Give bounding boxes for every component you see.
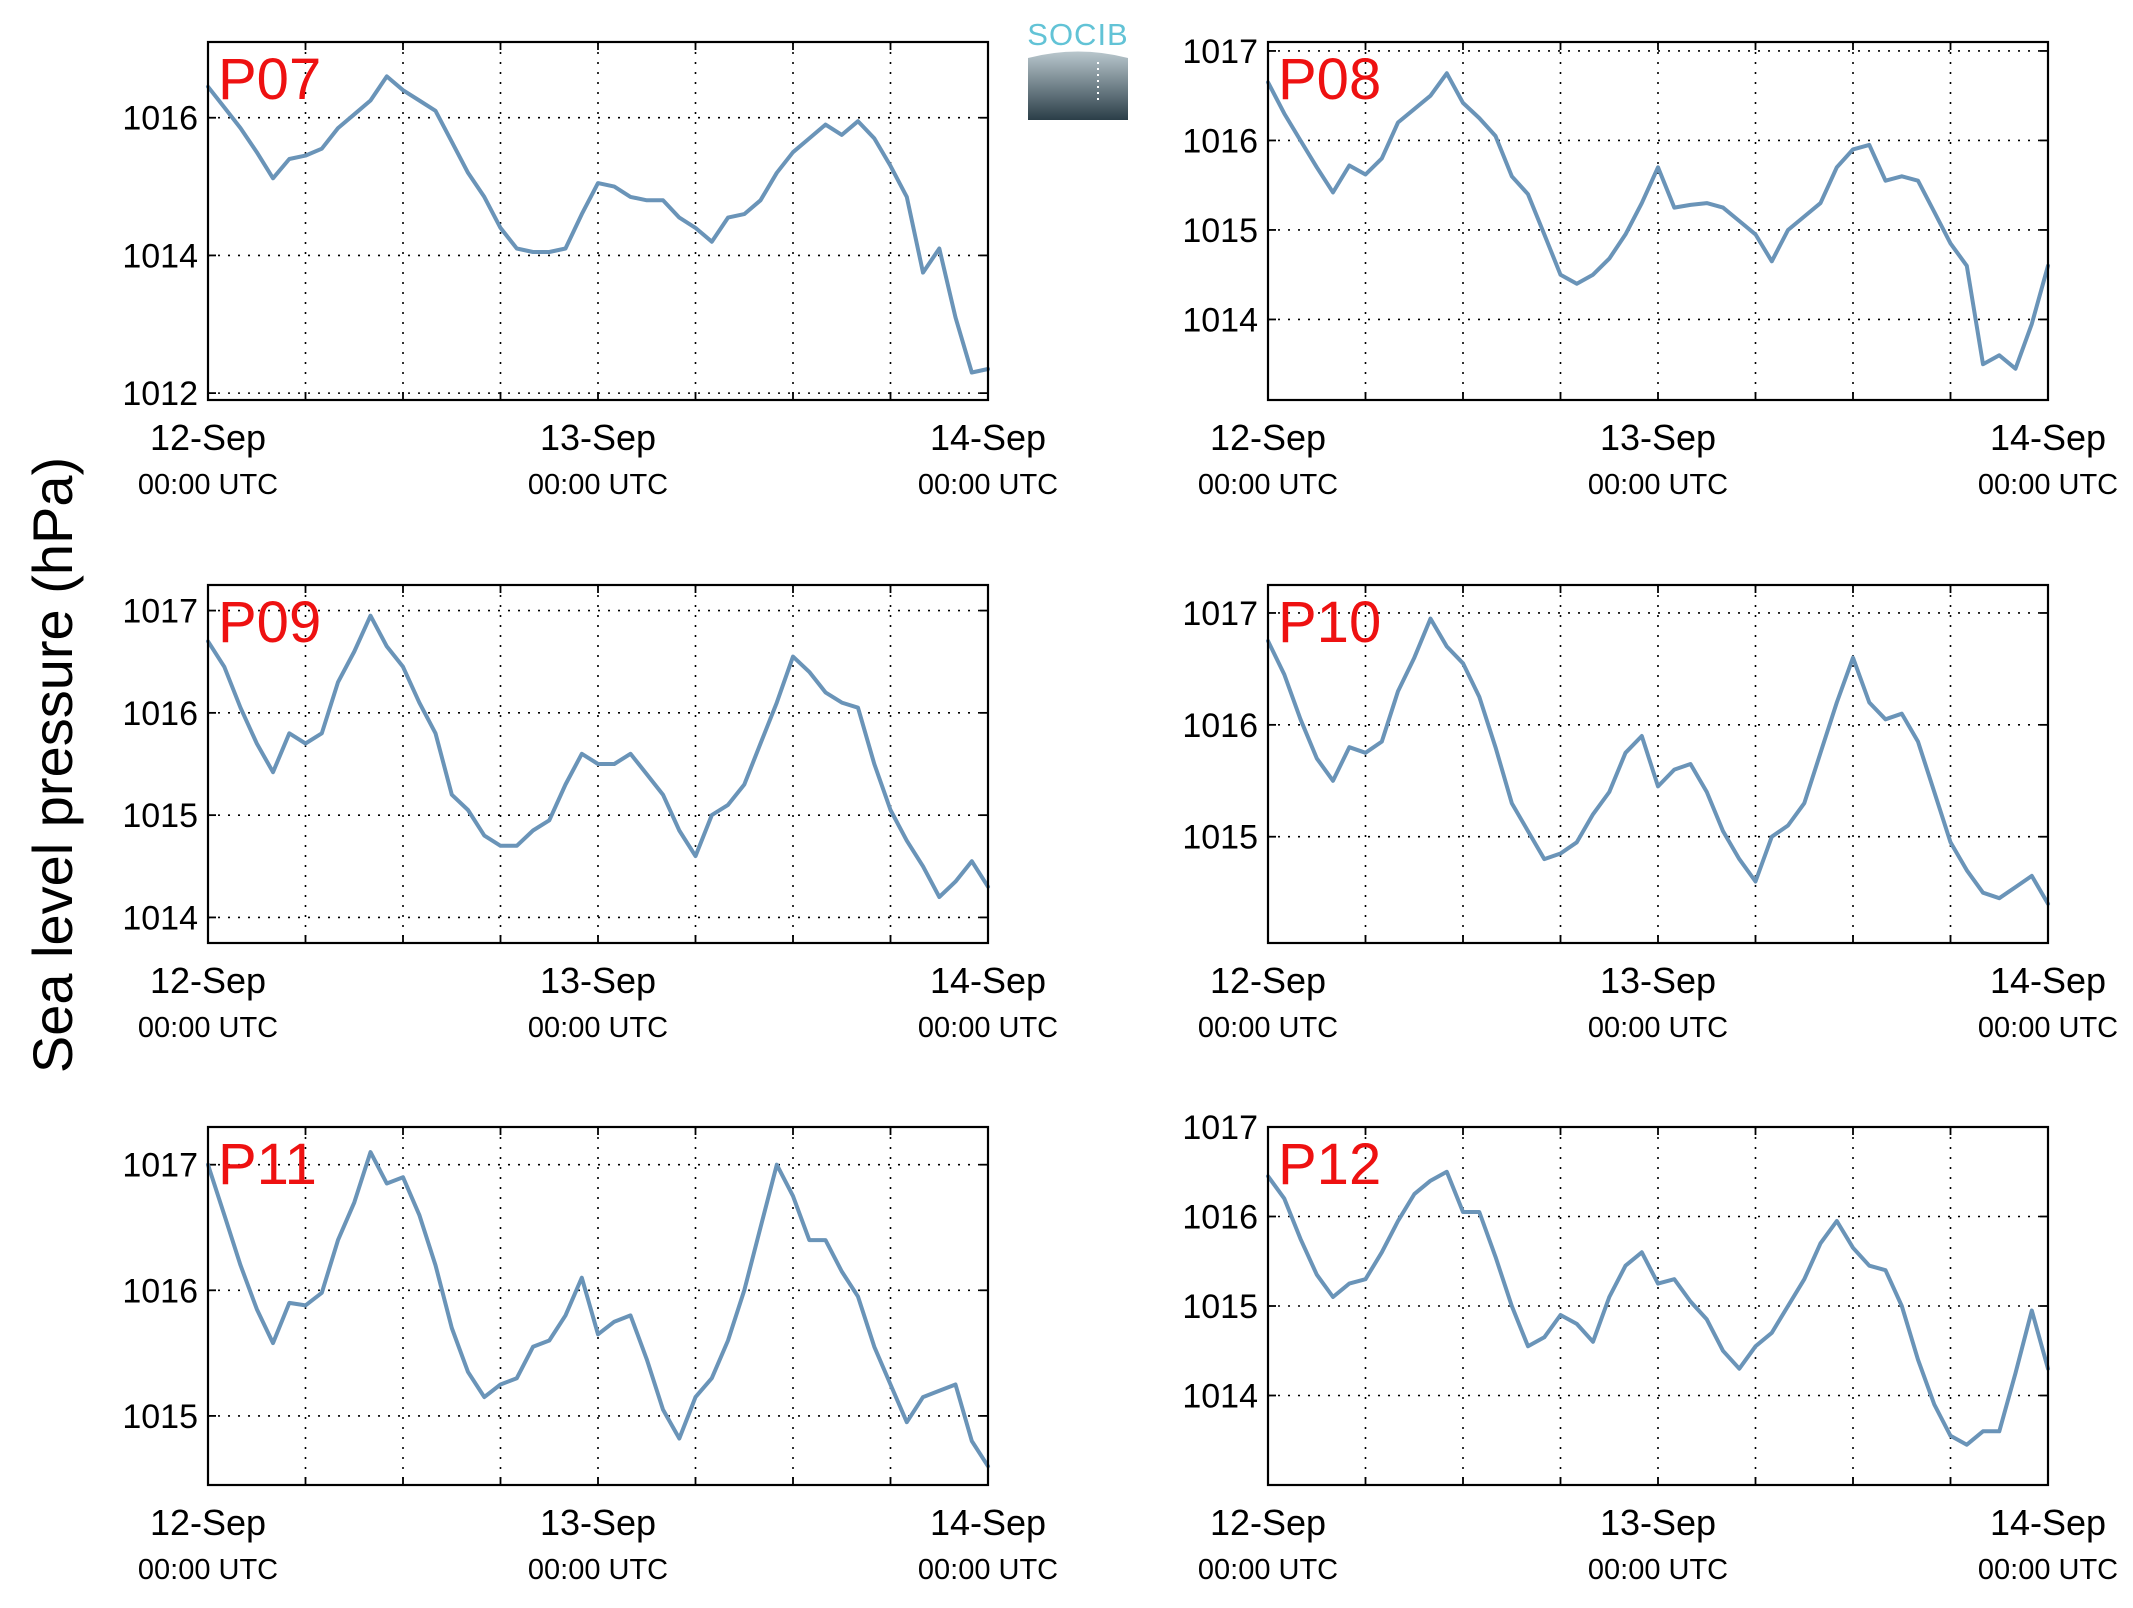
- x-tick-date-label: 12-Sep: [1210, 417, 1326, 458]
- pressure-series-line: [1266, 1169, 2050, 1447]
- x-tick-date-label: 14-Sep: [1990, 1502, 2106, 1543]
- panel-label: P11: [218, 1132, 317, 1197]
- x-tick-time-label: 00:00 UTC: [1588, 469, 1728, 501]
- x-tick-time-label: 00:00 UTC: [1198, 469, 1338, 501]
- x-tick-date-label: 14-Sep: [930, 960, 1046, 1001]
- panels: 1012 1014 1016 12-Sep 00:00 UTC 13-Sep 00:00 U…: [122, 33, 2118, 1586]
- x-tick-date-label: 14-Sep: [930, 1502, 1046, 1543]
- chart-panel-p12: 1014 1015 1016 1017 12-Sep 00:00 UTC 13-Sep 00:…: [1182, 1109, 2118, 1586]
- x-tick-time-label: 00:00 UTC: [1978, 1012, 2118, 1044]
- x-tick-date-label: 13-Sep: [540, 417, 656, 458]
- x-tick-date-label: 13-Sep: [1600, 417, 1716, 458]
- y-tick-label: 1015: [1182, 212, 1258, 250]
- y-tick-label: 1016: [122, 100, 198, 138]
- x-tick-date-label: 14-Sep: [930, 417, 1046, 458]
- y-tick-label: 1014: [122, 899, 198, 937]
- y-tick-label: 1015: [1182, 1288, 1258, 1326]
- y-tick-label: 1017: [1182, 1109, 1258, 1147]
- x-tick-date-label: 14-Sep: [1990, 960, 2106, 1001]
- panel-label: P09: [218, 590, 321, 655]
- x-tick-time-label: 00:00 UTC: [918, 1012, 1058, 1044]
- x-tick-time-label: 00:00 UTC: [1588, 1554, 1728, 1586]
- panel-label: P07: [218, 47, 321, 112]
- x-tick-time-label: 00:00 UTC: [1198, 1554, 1338, 1586]
- y-tick-label: 1017: [1182, 33, 1258, 71]
- x-tick-time-label: 00:00 UTC: [1978, 1554, 2118, 1586]
- y-tick-label: 1015: [122, 1398, 198, 1436]
- x-tick-time-label: 00:00 UTC: [138, 1554, 278, 1586]
- y-tick-label: 1016: [1182, 122, 1258, 160]
- plot-frame: [1266, 40, 2050, 402]
- y-tick-label: 1016: [1182, 1199, 1258, 1237]
- y-tick-label: 1017: [122, 593, 198, 631]
- panel-label: P12: [1278, 1132, 1381, 1197]
- y-tick-label: 1017: [1182, 595, 1258, 633]
- chart-panel-p11: 1015 1016 1017 12-Sep 00:00 UTC 13-Sep 00:00 U…: [122, 1125, 1058, 1586]
- x-tick-date-label: 13-Sep: [1600, 1502, 1716, 1543]
- x-tick-date-label: 13-Sep: [540, 1502, 656, 1543]
- x-tick-date-label: 12-Sep: [150, 1502, 266, 1543]
- chart-panel-p07: 1012 1014 1016 12-Sep 00:00 UTC 13-Sep 00:00 U…: [122, 40, 1058, 501]
- y-tick-label: 1014: [1182, 301, 1258, 339]
- x-tick-time-label: 00:00 UTC: [918, 1554, 1058, 1586]
- y-axis-title: Sea level pressure (hPa): [21, 457, 84, 1073]
- x-tick-date-label: 14-Sep: [1990, 417, 2106, 458]
- x-tick-time-label: 00:00 UTC: [528, 469, 668, 501]
- x-tick-time-label: 00:00 UTC: [138, 469, 278, 501]
- y-tick-label: 1015: [122, 797, 198, 835]
- y-tick-label: 1012: [122, 375, 198, 413]
- x-tick-time-label: 00:00 UTC: [1198, 1012, 1338, 1044]
- plot-frame: [206, 40, 990, 402]
- x-tick-time-label: 00:00 UTC: [1978, 469, 2118, 501]
- chart-panel-p10: 1015 1016 1017 12-Sep 00:00 UTC 13-Sep 00:00 U…: [1182, 583, 2118, 1044]
- plot-frame: [1266, 583, 2050, 945]
- panel-label: P08: [1278, 47, 1381, 112]
- plot-frame: [206, 583, 990, 945]
- panel-label: P10: [1278, 590, 1381, 655]
- pressure-series-line: [1266, 616, 2050, 906]
- pressure-series-line: [206, 613, 990, 899]
- chart-panel-p09: 1014 1015 1016 1017 12-Sep 00:00 UTC 13-Sep 00:…: [122, 583, 1058, 1044]
- x-tick-date-label: 13-Sep: [1600, 960, 1716, 1001]
- y-tick-label: 1014: [122, 237, 198, 275]
- pressure-series-line: [206, 74, 990, 375]
- pressure-series-line: [1266, 71, 2050, 371]
- chart-panel-p08: 1014 1015 1016 1017 12-Sep 00:00 UTC 13-Sep 00:…: [1182, 33, 2118, 501]
- y-tick-label: 1017: [122, 1147, 198, 1185]
- x-tick-date-label: 12-Sep: [1210, 1502, 1326, 1543]
- x-tick-date-label: 12-Sep: [150, 417, 266, 458]
- x-tick-date-label: 12-Sep: [150, 960, 266, 1001]
- logo-wave-shape: [1028, 51, 1128, 120]
- x-tick-date-label: 12-Sep: [1210, 960, 1326, 1001]
- x-tick-time-label: 00:00 UTC: [918, 469, 1058, 501]
- plot-frame: [1266, 1125, 2050, 1487]
- y-tick-label: 1015: [1182, 819, 1258, 857]
- y-tick-label: 1016: [122, 1272, 198, 1310]
- pressure-series-line: [206, 1150, 990, 1469]
- y-tick-label: 1014: [1182, 1378, 1258, 1416]
- y-tick-label: 1016: [122, 695, 198, 733]
- x-tick-date-label: 13-Sep: [540, 960, 656, 1001]
- socib-logo: SOCIB: [1027, 17, 1128, 120]
- x-tick-time-label: 00:00 UTC: [138, 1012, 278, 1044]
- x-tick-time-label: 00:00 UTC: [528, 1012, 668, 1044]
- x-tick-time-label: 00:00 UTC: [1588, 1012, 1728, 1044]
- plot-frame: [206, 1125, 990, 1487]
- logo-text: SOCIB: [1027, 17, 1128, 52]
- x-tick-time-label: 00:00 UTC: [528, 1554, 668, 1586]
- y-tick-label: 1016: [1182, 707, 1258, 745]
